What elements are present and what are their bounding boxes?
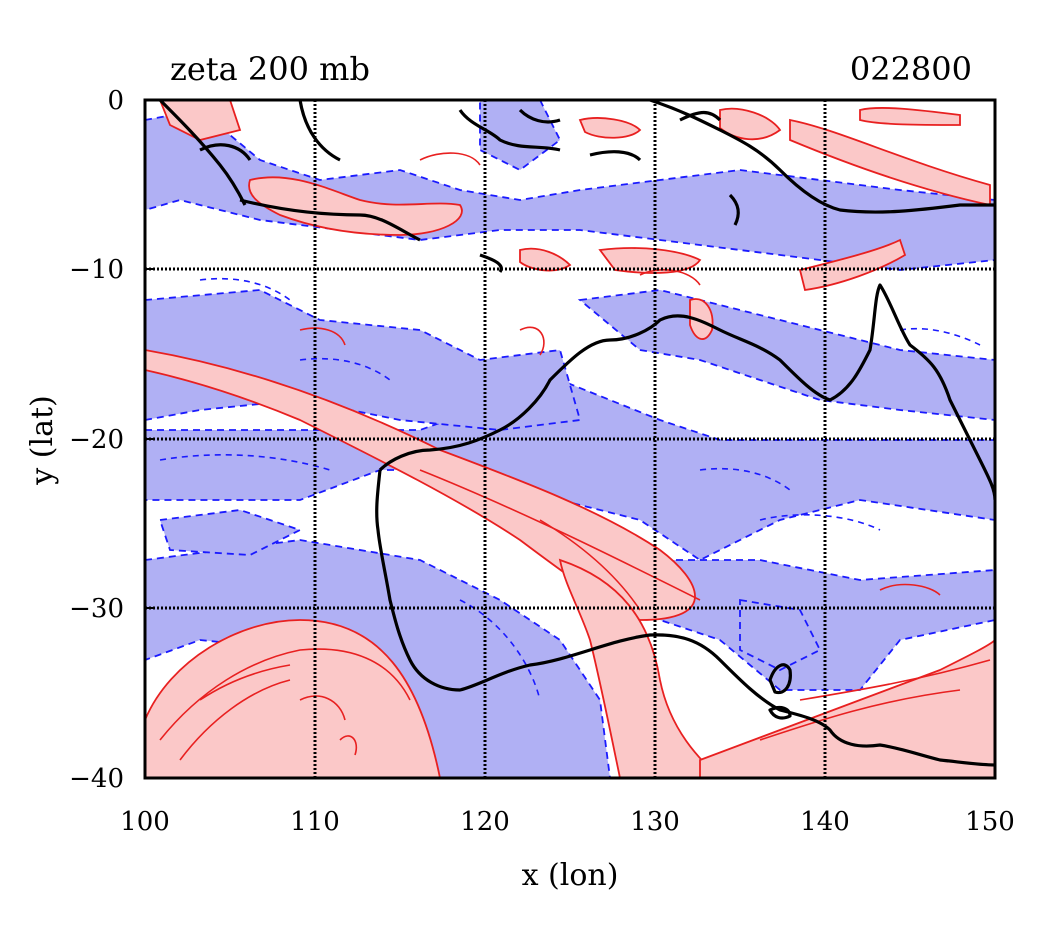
x-tick-labels: 100 110 120 130 140 150: [120, 807, 1015, 837]
y-tick-label: −40: [69, 764, 124, 794]
x-tick-label: 120: [460, 807, 510, 837]
timestamp-label: 022800: [850, 50, 972, 88]
tick-marks: [145, 99, 155, 779]
x-axis-label: x (lon): [522, 858, 619, 893]
y-tick-label: −20: [69, 425, 124, 455]
coastlines: [158, 100, 995, 767]
x-tick-label: 130: [630, 807, 680, 837]
y-tick-label: −10: [69, 255, 124, 285]
y-tick-label: 0: [107, 86, 124, 116]
x-tick-label: 140: [800, 807, 850, 837]
positive-contour-lines: [159, 152, 991, 761]
x-tick-label: 150: [965, 807, 1015, 837]
y-tick-labels: 0 −10 −20 −30 −40: [69, 86, 124, 794]
x-tick-label: 110: [290, 807, 340, 837]
positive-vorticity-fields: [145, 100, 995, 778]
grid-lines: [145, 100, 995, 778]
y-axis-label: y (lat): [25, 395, 60, 485]
y-tick-label: −30: [69, 594, 124, 624]
x-tick-label: 100: [120, 807, 170, 837]
chart-title: zeta 200 mb: [170, 50, 370, 88]
negative-contour-lines: [159, 277, 981, 701]
